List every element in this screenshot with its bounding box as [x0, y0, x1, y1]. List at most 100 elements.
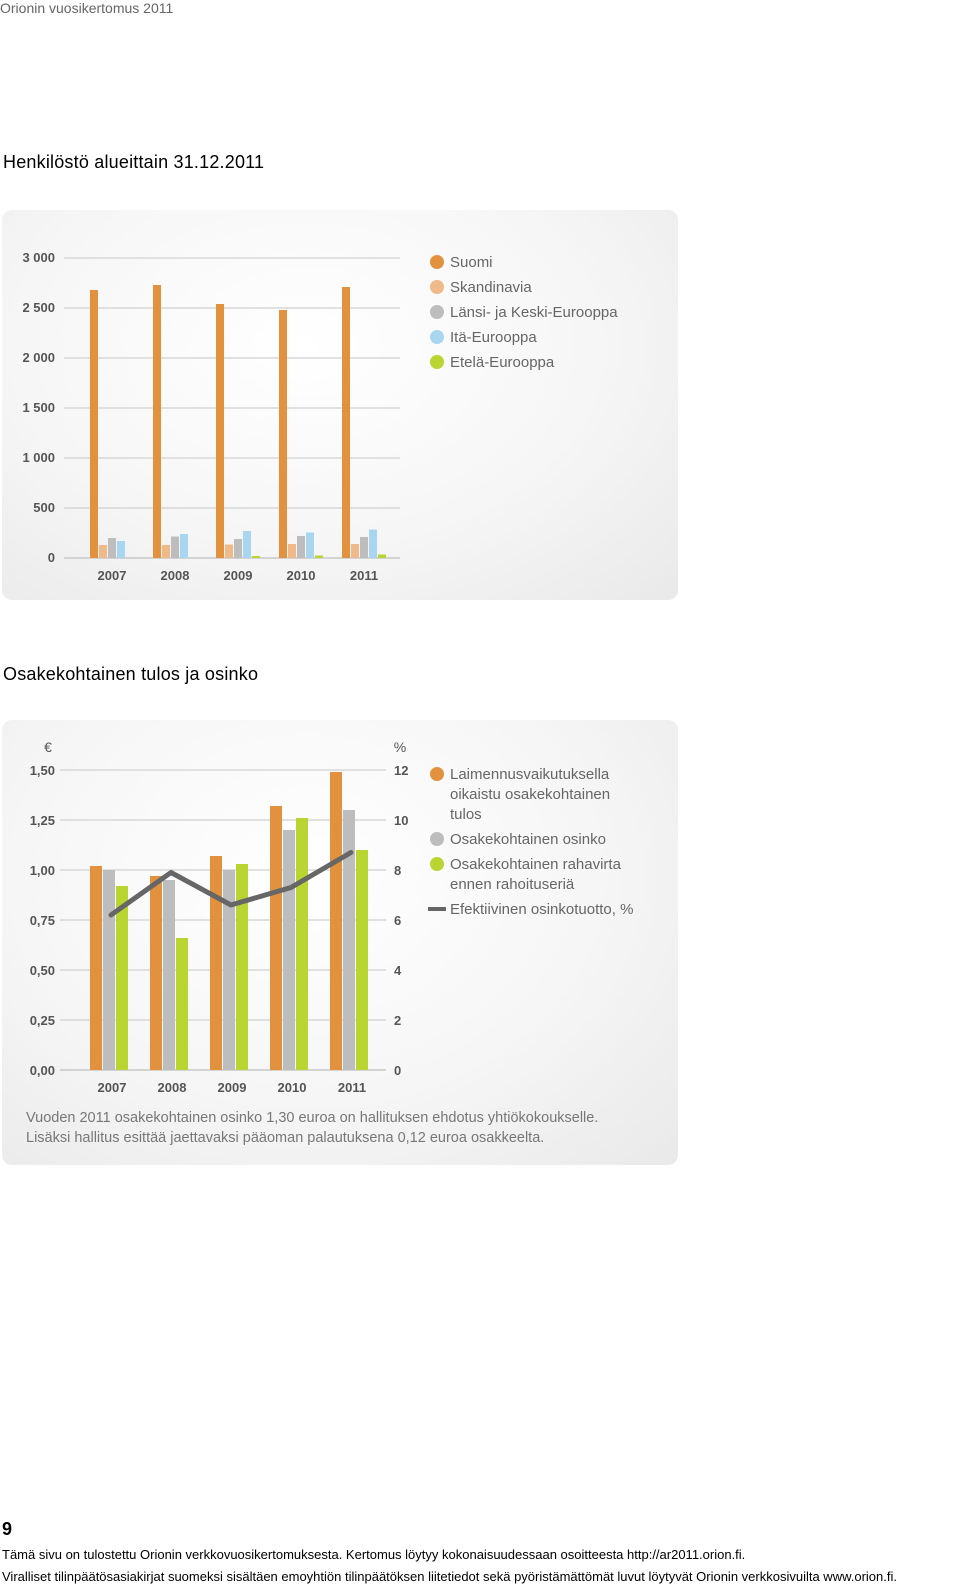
x-tick-label: 2007: [98, 1080, 127, 1095]
bar-1: [225, 544, 233, 558]
footer-line-2: Viralliset tilinpäätösasiakirjat suomeks…: [2, 1569, 897, 1584]
bar-1: [163, 880, 175, 1070]
bar-2: [297, 536, 305, 558]
bar-0: [216, 304, 224, 558]
x-tick-label: 2010: [278, 1080, 307, 1095]
y-tick-label: 1,00: [30, 863, 55, 878]
y-tick-label: 1,50: [30, 763, 55, 778]
bar-1: [343, 810, 355, 1070]
y-tick-label: 500: [33, 500, 55, 515]
y-tick-label: 0,50: [30, 963, 55, 978]
y-tick-label: 1,25: [30, 813, 55, 828]
footer-line-1: Tämä sivu on tulostettu Orionin verkkovu…: [2, 1547, 746, 1562]
bar-2: [234, 539, 242, 558]
legend-label: Efektiivinen osinkotuotto, %: [450, 901, 633, 918]
y2-tick-label: 2: [394, 1013, 401, 1028]
personnel-chart-panel: 0 500 1 000 1 500 2 000 2 500 3 000 2007 2008 200…: [2, 210, 678, 600]
legend-swatch: [430, 857, 444, 871]
bar-2: [116, 886, 128, 1070]
bar-4: [315, 555, 323, 558]
bar-0: [342, 287, 350, 558]
y-tick-label: 0,25: [30, 1013, 55, 1028]
legend-label: ennen rahoituseriä: [450, 876, 575, 893]
section-title-eps: Osakekohtainen tulos ja osinko: [3, 664, 259, 684]
page-header: Orionin vuosikertomus 2011: [0, 0, 174, 16]
legend-label: Etelä-Eurooppa: [450, 354, 555, 371]
y-tick-label: 0,75: [30, 913, 55, 928]
bar-4: [378, 554, 386, 558]
bar-3: [180, 534, 188, 558]
bar-3: [369, 529, 377, 558]
bar-0: [210, 856, 222, 1070]
y-tick-label: 0,00: [30, 1063, 55, 1078]
legend-swatch: [430, 280, 444, 294]
bar-2: [236, 864, 248, 1070]
legend-swatch: [430, 355, 444, 369]
eps-chart-panel: €% 0,00 0,25 0,50 0,75 1,00 1,25 1,50 0 2 4 6 8 10 12 2…: [2, 720, 678, 1165]
bar-1: [103, 870, 115, 1070]
bar-1: [283, 830, 295, 1070]
dividend-yield-line: [108, 850, 354, 918]
bar-2: [176, 938, 188, 1070]
bar-0: [90, 290, 98, 558]
bar-0: [150, 876, 162, 1070]
bar-0: [90, 866, 102, 1070]
x-tick-label: 2011: [350, 568, 378, 583]
bar-3: [243, 531, 251, 558]
bar-2: [108, 538, 116, 558]
bar-2: [356, 850, 368, 1070]
bar-1: [288, 544, 296, 558]
x-tick-label: 2008: [158, 1080, 187, 1095]
page-number: 9: [2, 1519, 13, 1539]
y-tick-label: 2 500: [22, 300, 55, 315]
legend-label: Laimennusvaikutuksella: [450, 766, 610, 783]
bar-1: [223, 870, 235, 1070]
y-axis-unit: €: [44, 739, 52, 755]
bar-2: [171, 536, 179, 558]
chart-note-line: Lisäksi hallitus esittää jaettavaksi pää…: [26, 1130, 544, 1146]
legend-label: Osakekohtainen rahavirta: [450, 856, 622, 873]
legend-label: Itä-Eurooppa: [450, 329, 537, 346]
legend-label: Skandinavia: [450, 279, 532, 296]
x-tick-label: 2009: [224, 568, 253, 583]
y-tick-label: 1 000: [22, 450, 55, 465]
y2-tick-label: 12: [394, 763, 408, 778]
legend-label: tulos: [450, 806, 482, 823]
y2-axis-unit: %: [394, 739, 406, 755]
y2-tick-label: 0: [394, 1063, 401, 1078]
legend-label: oikaistu osakekohtainen: [450, 786, 610, 803]
legend-swatch: [430, 305, 444, 319]
bar-1: [162, 545, 170, 558]
legend-swatch: [430, 255, 444, 269]
x-tick-label: 2007: [98, 568, 127, 583]
y2-tick-label: 4: [394, 963, 402, 978]
bar-2: [296, 818, 308, 1070]
y-tick-label: 2 000: [22, 350, 55, 365]
legend-swatch: [430, 330, 444, 344]
y2-tick-label: 6: [394, 913, 401, 928]
bar-4: [252, 556, 260, 558]
x-tick-label: 2011: [338, 1080, 366, 1095]
bar-0: [279, 310, 287, 558]
x-tick-label: 2009: [218, 1080, 247, 1095]
section-title-personnel: Henkilöstö alueittain 31.12.2011: [3, 152, 265, 172]
legend-label: Länsi- ja Keski-Eurooppa: [450, 304, 618, 321]
eps-combo-chart: € % 0,00 0,25 0,50 0,75 1,00 1,25 1,50 0 2 4 6 8 10 12 2…: [26, 739, 633, 1146]
bar-1: [99, 545, 107, 558]
bar-0: [153, 285, 161, 558]
y-tick-label: 3 000: [22, 250, 55, 265]
x-tick-label: 2010: [287, 568, 316, 583]
legend-swatch: [430, 767, 444, 781]
y2-tick-label: 8: [394, 863, 401, 878]
personnel-bar-chart: 0 500 1 000 1 500 2 000 2 500 3 000 2007 2008 200…: [22, 250, 618, 583]
bar-3: [306, 532, 314, 558]
bar-0: [270, 806, 282, 1070]
legend-label: Osakekohtainen osinko: [450, 831, 606, 848]
legend-swatch: [430, 832, 444, 846]
y2-tick-label: 10: [394, 813, 408, 828]
bar-0: [330, 772, 342, 1070]
y-tick-label: 1 500: [22, 400, 55, 415]
bar-3: [117, 541, 125, 558]
bar-1: [351, 544, 359, 558]
chart-note-line: Vuoden 2011 osakekohtainen osinko 1,30 e…: [26, 1110, 598, 1126]
